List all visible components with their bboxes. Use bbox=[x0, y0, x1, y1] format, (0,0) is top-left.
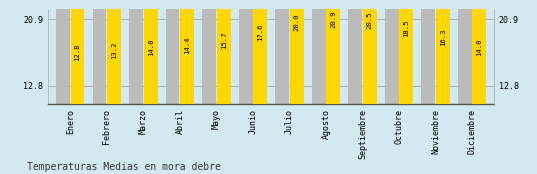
Bar bbox=[422, 0, 435, 104]
Bar bbox=[275, 0, 289, 104]
Text: 17.6: 17.6 bbox=[257, 24, 263, 41]
Text: 20.0: 20.0 bbox=[294, 14, 300, 31]
Bar bbox=[349, 0, 362, 104]
Bar bbox=[129, 0, 143, 104]
Bar bbox=[202, 0, 216, 104]
Bar bbox=[92, 5, 106, 104]
Bar bbox=[217, 0, 230, 104]
Text: 18.5: 18.5 bbox=[403, 20, 409, 37]
Bar bbox=[363, 0, 377, 104]
Bar bbox=[385, 0, 398, 104]
Text: Temperaturas Medias en mora debre: Temperaturas Medias en mora debre bbox=[27, 162, 221, 172]
Bar bbox=[144, 0, 157, 104]
Bar bbox=[473, 0, 487, 104]
Text: 12.8: 12.8 bbox=[75, 43, 81, 61]
Text: 14.4: 14.4 bbox=[184, 37, 190, 54]
Bar bbox=[436, 0, 450, 104]
Text: 20.5: 20.5 bbox=[367, 12, 373, 29]
Bar bbox=[312, 0, 325, 104]
Text: 14.0: 14.0 bbox=[148, 38, 154, 56]
Bar bbox=[458, 2, 472, 104]
Bar bbox=[180, 0, 194, 104]
Text: 13.2: 13.2 bbox=[111, 42, 117, 59]
Bar bbox=[165, 0, 179, 104]
Text: 20.9: 20.9 bbox=[330, 10, 336, 28]
Bar bbox=[238, 0, 252, 104]
Text: 16.3: 16.3 bbox=[440, 29, 446, 46]
Bar bbox=[71, 0, 84, 104]
Bar bbox=[56, 5, 70, 104]
Bar bbox=[326, 0, 340, 104]
Text: 15.7: 15.7 bbox=[221, 31, 227, 49]
Bar bbox=[290, 0, 304, 104]
Bar bbox=[400, 0, 413, 104]
Text: 14.0: 14.0 bbox=[476, 38, 482, 56]
Bar bbox=[253, 0, 267, 104]
Bar bbox=[107, 0, 121, 104]
